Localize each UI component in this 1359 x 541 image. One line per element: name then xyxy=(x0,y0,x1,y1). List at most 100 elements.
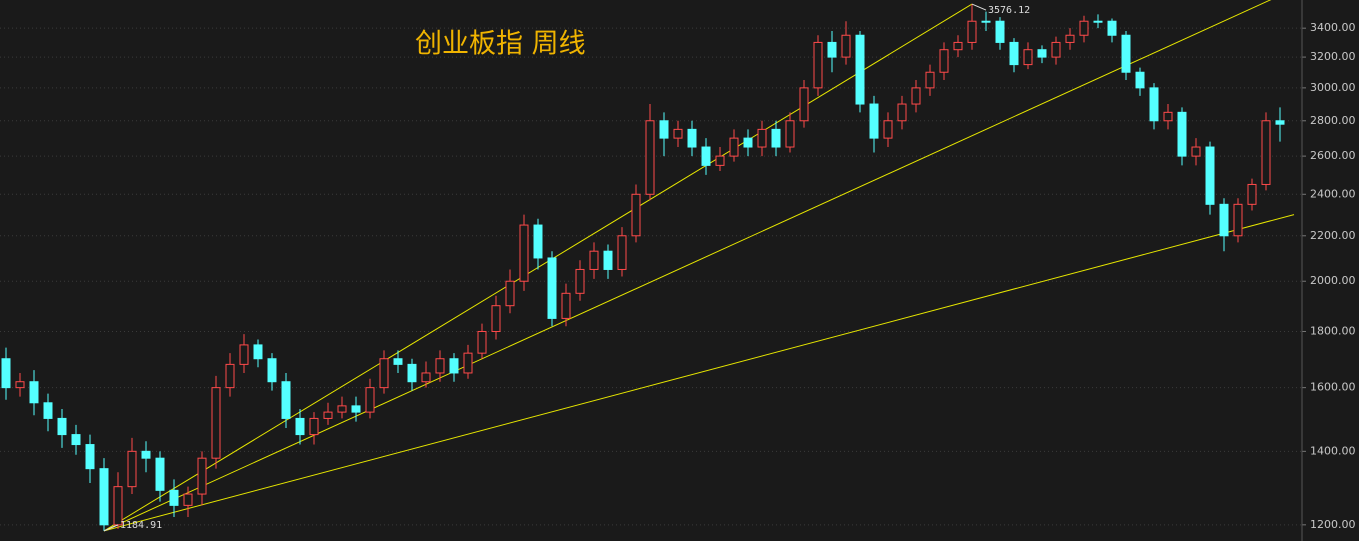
y-tick-label: 2400.00 xyxy=(1310,187,1356,200)
y-tick-label: 1200.00 xyxy=(1310,518,1356,531)
y-tick-label: 2000.00 xyxy=(1310,274,1356,287)
candle-body xyxy=(71,434,81,446)
candle-body xyxy=(379,358,389,389)
candle-body xyxy=(631,193,641,237)
candle-body xyxy=(827,41,837,58)
trend-line xyxy=(103,0,1272,532)
candle-body xyxy=(43,402,53,419)
candle-body xyxy=(617,235,627,270)
candle-body xyxy=(449,358,459,374)
candle-body xyxy=(113,486,123,526)
candle-body xyxy=(267,358,277,383)
candle-body xyxy=(505,280,515,307)
candle-body xyxy=(1,358,11,389)
high-label: 3576.12 xyxy=(988,5,1030,16)
candle-body xyxy=(1037,49,1047,58)
candle-body xyxy=(645,120,655,195)
candle-body xyxy=(1163,111,1173,122)
y-tick-label: 2800.00 xyxy=(1310,114,1356,127)
y-tick-label: 1600.00 xyxy=(1310,381,1356,394)
labels: 1200.00 1400.00 1600.00 1800.00 2000.00 2200.… xyxy=(103,3,1356,532)
y-tick-label: 1400.00 xyxy=(1310,444,1356,457)
candle-body xyxy=(211,387,221,459)
candle-body xyxy=(309,417,319,436)
candle-body xyxy=(491,305,501,332)
candle-body xyxy=(533,224,543,259)
y-tick-label: 3000.00 xyxy=(1310,81,1356,94)
candle-body xyxy=(407,363,417,383)
candle-body xyxy=(141,450,151,459)
candle-body xyxy=(981,20,991,23)
candle-body xyxy=(477,330,487,354)
candle-body xyxy=(281,381,291,419)
candle-body xyxy=(323,411,333,419)
candle-body xyxy=(757,128,767,148)
candle-body xyxy=(295,417,305,436)
candle-body xyxy=(729,137,739,157)
trend-line xyxy=(103,214,1295,532)
candle-body xyxy=(897,103,907,122)
candle-body xyxy=(575,268,585,294)
candle-body xyxy=(715,155,725,166)
candle-body xyxy=(547,257,557,319)
candle-body xyxy=(1093,20,1103,23)
candle-body xyxy=(925,71,935,89)
candle-body xyxy=(603,250,613,270)
candle-body xyxy=(1065,34,1075,43)
candle-body xyxy=(127,450,137,488)
candle-body xyxy=(253,344,263,360)
candle-body xyxy=(1233,203,1243,237)
y-tick-label: 1800.00 xyxy=(1310,324,1356,337)
candle-body xyxy=(1247,183,1257,205)
y-tick-label: 2600.00 xyxy=(1310,149,1356,162)
candle-body xyxy=(1121,34,1131,73)
candle-body xyxy=(169,489,179,506)
candle-body xyxy=(589,250,599,270)
low-pointer xyxy=(103,524,119,532)
candle-body xyxy=(855,34,865,105)
candle-body xyxy=(841,34,851,58)
candle-body xyxy=(883,120,893,139)
candle-body xyxy=(15,381,25,389)
candle-body xyxy=(85,444,95,470)
candle-body xyxy=(1191,146,1201,157)
candle-body xyxy=(561,292,571,319)
candle-body xyxy=(939,49,949,73)
candle-body xyxy=(1205,146,1215,205)
candle-body xyxy=(421,372,431,383)
candle-body xyxy=(1219,203,1229,237)
candle-body xyxy=(351,405,361,413)
candle-body xyxy=(673,128,683,139)
candle-body xyxy=(1149,87,1159,122)
candle-body xyxy=(197,457,207,495)
candle-body xyxy=(785,120,795,148)
candles xyxy=(1,4,1285,531)
candle-body xyxy=(435,358,445,374)
candle-body xyxy=(365,387,375,413)
candle-body xyxy=(869,103,879,139)
candle-body xyxy=(519,224,529,282)
candle-body xyxy=(743,137,753,148)
candle-body xyxy=(1009,41,1019,66)
candle-body xyxy=(99,468,109,526)
candle-body xyxy=(1261,120,1271,185)
candle-body xyxy=(239,344,249,365)
candle-body xyxy=(393,358,403,365)
candle-body xyxy=(659,120,669,139)
candle-body xyxy=(1051,41,1061,58)
candle-body xyxy=(1177,111,1187,157)
candle-body xyxy=(771,128,781,148)
y-tick-label: 2200.00 xyxy=(1310,229,1356,242)
candle-body xyxy=(687,128,697,148)
candle-body xyxy=(953,41,963,51)
y-tick-label: 3400.00 xyxy=(1310,21,1356,34)
candle-body xyxy=(183,493,193,506)
candle-body xyxy=(701,146,711,166)
candle-body xyxy=(911,87,921,105)
candle-body xyxy=(1079,20,1089,36)
candle-body xyxy=(1023,49,1033,66)
candle-body xyxy=(155,457,165,491)
candle-body xyxy=(813,41,823,89)
candle-body xyxy=(57,417,67,436)
